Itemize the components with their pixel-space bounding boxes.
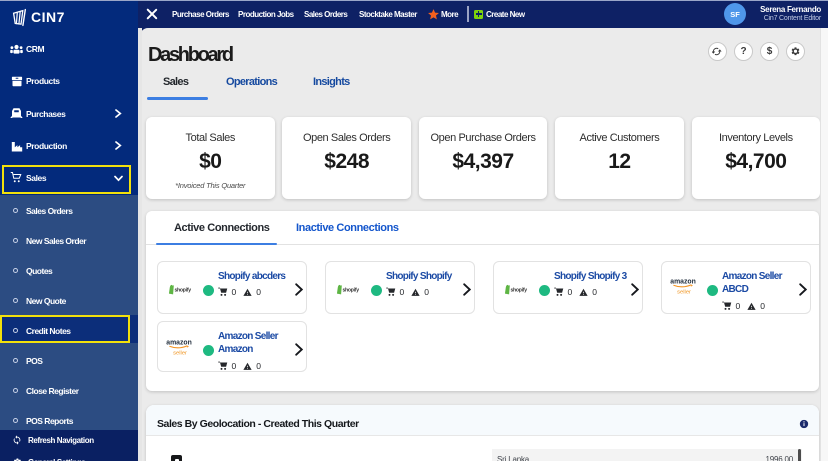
svg-text:shopify: shopify [174, 287, 191, 293]
svg-text:shopify: shopify [342, 287, 359, 293]
svg-text:amazon: amazon [670, 278, 696, 285]
svg-text:seller: seller [677, 289, 691, 295]
svg-text:seller: seller [173, 350, 187, 356]
svg-text:shopify: shopify [510, 287, 527, 293]
svg-text:amazon: amazon [166, 339, 192, 346]
